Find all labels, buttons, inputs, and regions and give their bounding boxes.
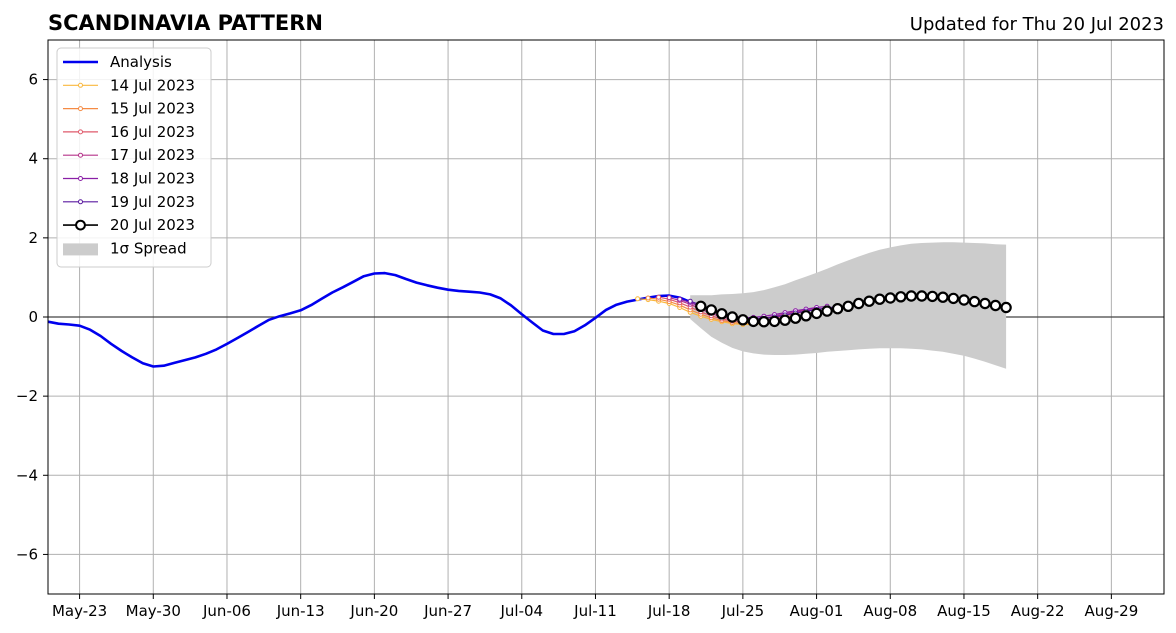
forecast-point bbox=[947, 292, 960, 305]
y-tick-label: 6 bbox=[28, 71, 38, 89]
chart-title: SCANDINAVIA PATTERN bbox=[48, 11, 323, 35]
y-axis: 6 4 2 0 −2 −4 −6 bbox=[16, 71, 48, 563]
analysis-layer bbox=[47, 271, 691, 368]
legend-label: 16 Jul 2023 bbox=[110, 123, 195, 141]
forecast-point bbox=[1000, 301, 1012, 314]
forecast-point bbox=[831, 303, 844, 315]
x-tick-label: Aug-15 bbox=[937, 602, 991, 620]
forecast-point bbox=[705, 304, 718, 316]
legend-label: 17 Jul 2023 bbox=[110, 146, 195, 164]
x-tick-label: Jul-25 bbox=[721, 602, 765, 620]
forecast-point bbox=[979, 297, 991, 310]
forecast-point bbox=[747, 315, 760, 328]
legend-label: 19 Jul 2023 bbox=[110, 193, 195, 211]
legend-label: 18 Jul 2023 bbox=[110, 170, 195, 188]
forecast-point bbox=[737, 314, 749, 326]
x-tick-label: Jul-18 bbox=[647, 602, 691, 620]
y-tick-label: 2 bbox=[28, 229, 38, 247]
forecast-point bbox=[842, 300, 854, 312]
forecast-point bbox=[810, 307, 823, 320]
legend-label: 15 Jul 2023 bbox=[110, 100, 195, 118]
forecast-point bbox=[853, 297, 865, 310]
forecast-point bbox=[958, 294, 970, 306]
forecast-point bbox=[989, 299, 1002, 312]
legend-label: Analysis bbox=[110, 53, 172, 71]
legend-label: 20 Jul 2023 bbox=[110, 216, 195, 234]
legend-label: 14 Jul 2023 bbox=[110, 76, 195, 94]
x-axis: May-23 May-30 Jun-06 Jun-13 Jun-20 Jun-27 Jul-… bbox=[52, 594, 1138, 620]
x-tick-label: Jul-11 bbox=[573, 602, 617, 620]
legend-item: 16 Jul 2023 bbox=[63, 123, 195, 141]
forecast-point bbox=[884, 292, 897, 304]
forecast-point bbox=[800, 310, 812, 322]
forecast-point bbox=[716, 308, 728, 320]
forecast-point bbox=[677, 296, 683, 302]
x-tick-label: May-30 bbox=[126, 602, 181, 620]
y-tick-label: −4 bbox=[16, 466, 38, 484]
legend-item: 18 Jul 2023 bbox=[63, 170, 195, 188]
x-tick-label: Jun-13 bbox=[276, 602, 325, 620]
legend-marker bbox=[78, 129, 83, 135]
forecast-point bbox=[779, 314, 791, 326]
forecast-point bbox=[916, 290, 928, 302]
x-tick-label: Aug-08 bbox=[863, 602, 917, 620]
x-tick-label: Jun-06 bbox=[202, 602, 251, 620]
legend-marker bbox=[78, 176, 83, 181]
forecast-point bbox=[905, 290, 918, 302]
legend-item: 14 Jul 2023 bbox=[63, 76, 195, 94]
legend-item: 17 Jul 2023 bbox=[63, 146, 195, 164]
legend-box bbox=[56, 47, 212, 268]
forecast-point bbox=[895, 291, 907, 303]
forecast-point bbox=[695, 300, 707, 312]
y-tick-label: 4 bbox=[28, 150, 38, 168]
x-tick-label: Aug-01 bbox=[790, 602, 844, 620]
forecast-point bbox=[768, 315, 781, 328]
legend-item: Analysis bbox=[63, 53, 172, 71]
forecast-point bbox=[874, 293, 886, 305]
legend-marker bbox=[75, 219, 86, 231]
forecast-point bbox=[635, 296, 641, 302]
x-tick-label: Aug-22 bbox=[1011, 602, 1065, 620]
y-tick-label: 0 bbox=[28, 308, 38, 326]
x-tick-label: Aug-29 bbox=[1084, 602, 1138, 620]
forecast-point bbox=[656, 294, 662, 300]
forecast-series bbox=[695, 290, 1012, 328]
x-tick-label: Jun-20 bbox=[349, 602, 398, 620]
analysis-line bbox=[47, 271, 691, 368]
x-tick-label: Jul-04 bbox=[499, 602, 543, 620]
legend-item: 19 Jul 2023 bbox=[63, 193, 195, 211]
legend-item: 15 Jul 2023 bbox=[63, 100, 195, 118]
legend-item: 20 Jul 2023 bbox=[63, 216, 195, 234]
legend-marker bbox=[78, 199, 83, 205]
y-tick-label: −6 bbox=[16, 545, 38, 563]
forecast-point bbox=[726, 311, 739, 323]
x-tick-label: Jun-27 bbox=[423, 602, 472, 620]
chart-subtitle: Updated for Thu 20 Jul 2023 bbox=[910, 14, 1164, 35]
legend-marker bbox=[78, 106, 83, 112]
y-tick-label: −2 bbox=[16, 387, 38, 405]
forecast-point bbox=[926, 290, 939, 303]
forecast-point bbox=[863, 295, 875, 307]
legend-item: 1σ Spread bbox=[63, 239, 187, 257]
legend-marker bbox=[78, 152, 83, 158]
legend-swatch bbox=[63, 243, 98, 256]
legend: Analysis 14 Jul 2023 15 Jul 2023 16 Jul 202… bbox=[56, 47, 212, 268]
forecast-layer bbox=[635, 290, 1012, 328]
forecast-point bbox=[687, 298, 693, 304]
forecast-point bbox=[758, 316, 770, 328]
forecast-point bbox=[645, 295, 651, 301]
legend-marker bbox=[78, 82, 83, 88]
forecast-point bbox=[937, 291, 949, 303]
forecast-point bbox=[666, 295, 672, 301]
legend-label: 1σ Spread bbox=[110, 239, 187, 257]
x-tick-label: May-23 bbox=[52, 602, 107, 620]
forecast-point bbox=[789, 312, 802, 324]
forecast-point bbox=[968, 295, 981, 308]
forecast-point bbox=[821, 305, 833, 317]
